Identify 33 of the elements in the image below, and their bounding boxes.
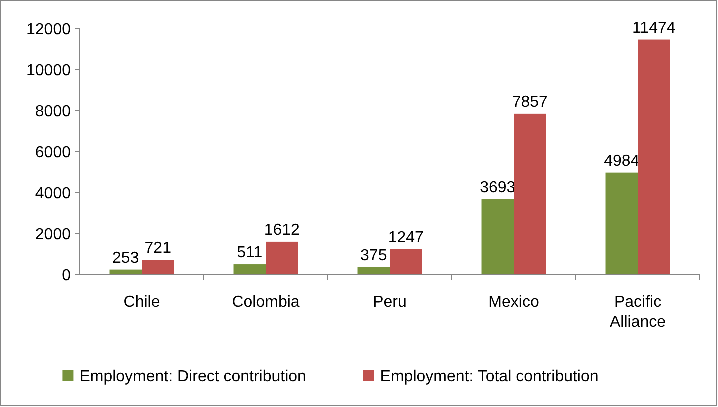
y-tick-label: 2000 xyxy=(35,226,72,244)
y-tick-label: 0 xyxy=(62,268,72,285)
x-tick-label: Chile xyxy=(124,294,160,311)
legend-label: Employment: Direct contribution xyxy=(80,368,306,386)
data-label: 4984 xyxy=(604,152,640,170)
y-tick-label: 6000 xyxy=(35,144,72,162)
data-label: 253 xyxy=(112,250,140,267)
bar xyxy=(234,264,266,275)
y-tick-label: 10000 xyxy=(26,62,72,80)
bar xyxy=(638,40,670,275)
data-label: 721 xyxy=(144,240,172,258)
data-label: 375 xyxy=(360,247,388,264)
y-tick-label: 12000 xyxy=(26,22,72,39)
y-tick-label: 8000 xyxy=(35,104,72,121)
bar xyxy=(142,260,174,275)
y-tick-label: 4000 xyxy=(35,186,72,203)
legend-label: Employment: Total contribution xyxy=(380,368,599,386)
bar xyxy=(266,242,298,275)
data-label: 11474 xyxy=(632,20,676,37)
x-tick-label: Peru xyxy=(373,294,407,311)
data-label: 7857 xyxy=(512,94,548,111)
bar xyxy=(358,267,390,275)
data-label: 1612 xyxy=(264,222,300,239)
data-label: 1247 xyxy=(388,229,424,246)
bar xyxy=(482,199,514,275)
data-label: 511 xyxy=(237,244,263,262)
bar xyxy=(606,172,638,275)
x-tick-label: Pacific Alliance xyxy=(610,294,666,331)
data-label: 3693 xyxy=(480,179,516,196)
x-tick-label: Mexico xyxy=(488,294,540,311)
x-tick-label: Colombia xyxy=(232,294,300,311)
bar xyxy=(390,249,422,275)
bar xyxy=(514,114,546,275)
